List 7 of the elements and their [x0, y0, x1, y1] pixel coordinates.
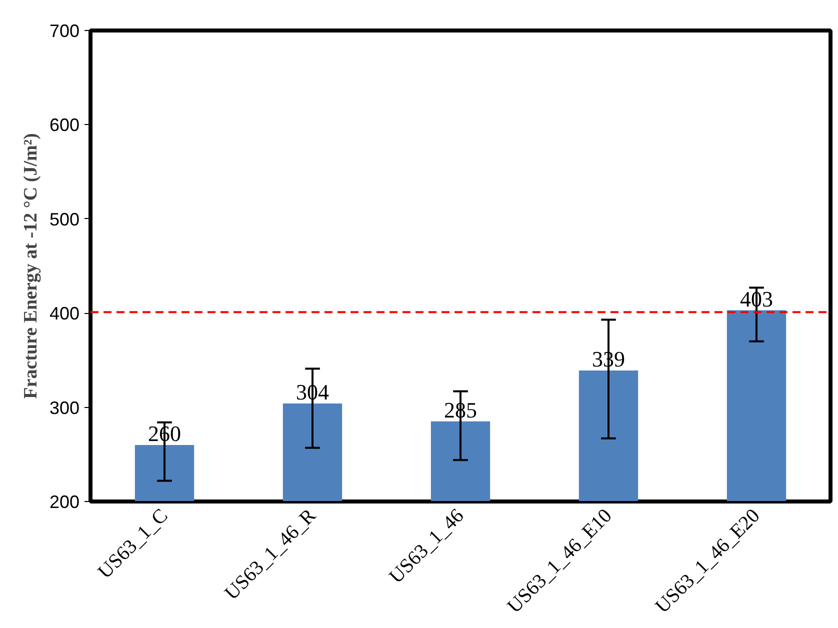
y-tick-label: 400: [49, 304, 80, 324]
y-tick-label: 200: [49, 492, 80, 512]
y-axis-title: Fracture Energy at -12 °C (J/m²): [20, 133, 42, 399]
y-tick-label: 700: [49, 21, 80, 41]
y-tick-label: 300: [49, 398, 80, 418]
y-tick-label: 500: [49, 209, 80, 230]
y-tick-label: 600: [49, 115, 80, 136]
